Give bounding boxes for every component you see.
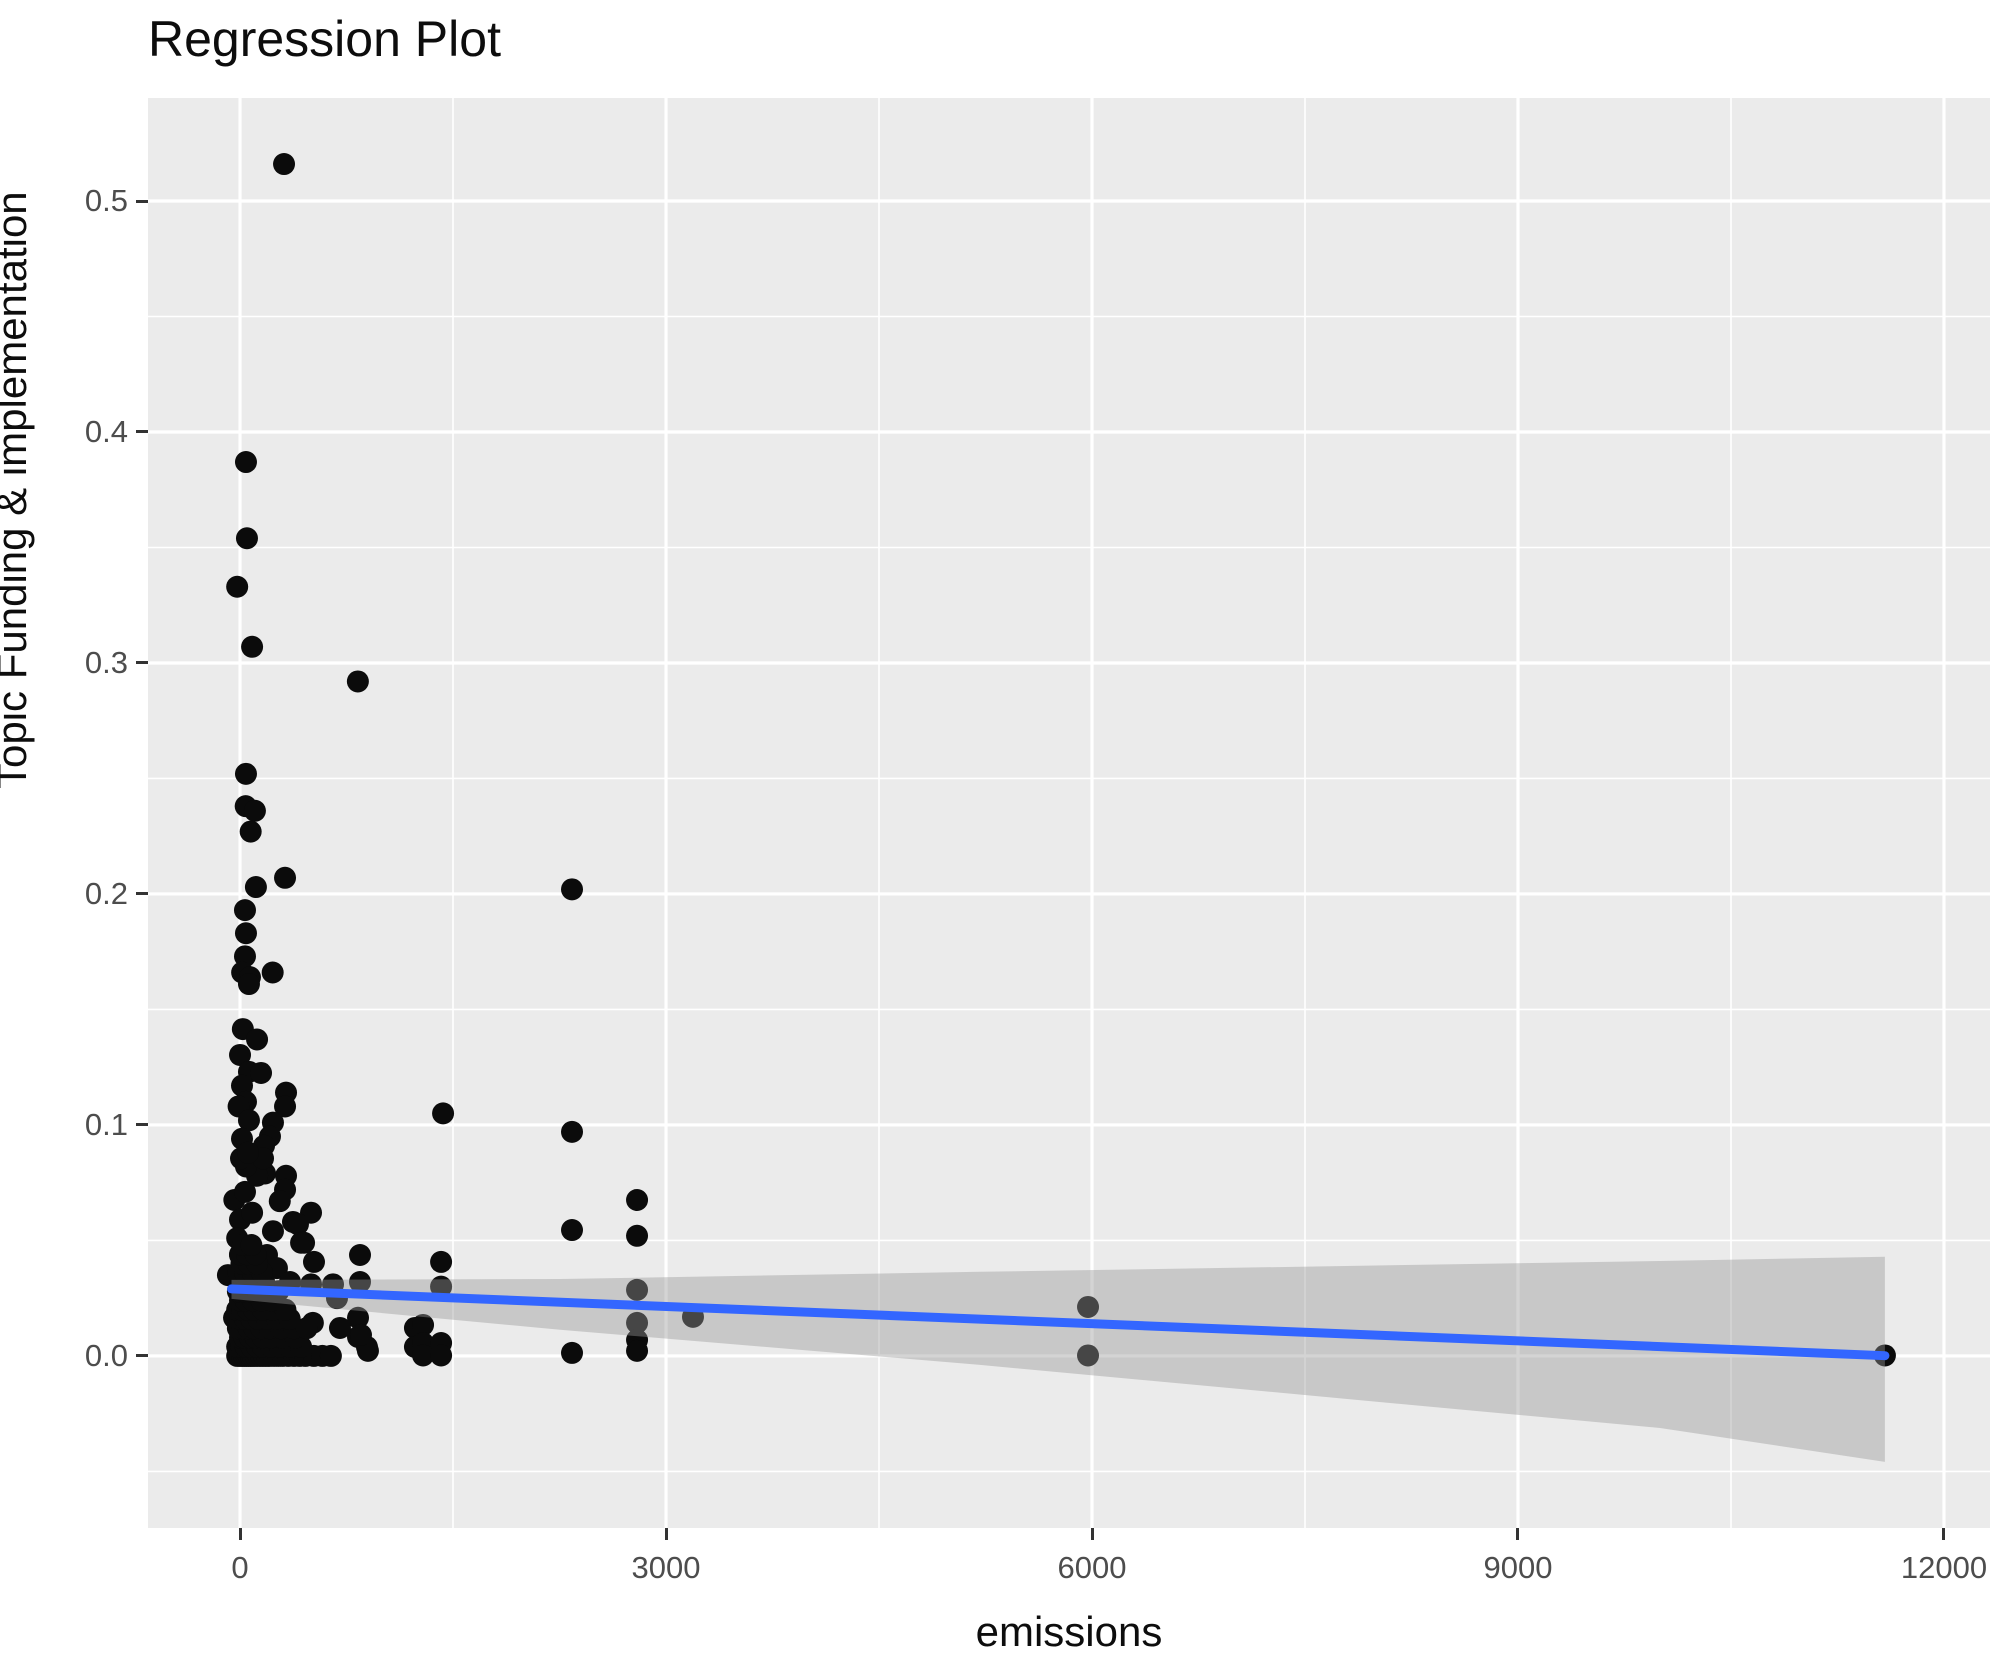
scatter-point: [293, 1231, 316, 1254]
scatter-point: [412, 1313, 435, 1336]
scatter-point: [349, 1271, 372, 1294]
scatter-point: [430, 1250, 453, 1273]
scatter-point: [240, 1234, 263, 1257]
scatter-point: [561, 1341, 584, 1364]
x-axis-title: emissions: [975, 1608, 1163, 1655]
scatter-point: [302, 1250, 325, 1273]
regression-line: [226, 1284, 1890, 1361]
scatter-point: [241, 1201, 264, 1224]
scatter-point: [561, 1120, 584, 1143]
x-tick-label: 12000: [1900, 1550, 1988, 1585]
y-tick-label: 0.4: [84, 413, 128, 449]
scatter-point: [236, 1141, 259, 1164]
scatter-point: [246, 1028, 269, 1051]
scatter-point: [235, 527, 258, 550]
scatter-point: [430, 1344, 453, 1367]
y-tick-label: 0.0: [84, 1337, 128, 1373]
scatter-point: [295, 1317, 318, 1340]
scatter-point: [430, 1275, 453, 1298]
x-tick-mark: [238, 1528, 242, 1540]
x-tick-mark: [1516, 1528, 1520, 1540]
scatter-point: [274, 866, 297, 889]
y-tick-mark: [136, 430, 148, 434]
scatter-point: [346, 670, 369, 693]
scatter-point: [626, 1278, 649, 1301]
scatter-point: [273, 153, 296, 176]
x-tick-label: 3000: [631, 1550, 701, 1585]
scatter-point: [239, 820, 262, 843]
scatter-point: [244, 876, 267, 899]
confidence-band: [231, 1256, 1885, 1462]
scatter-point: [328, 1316, 351, 1339]
scatter-point: [626, 1339, 649, 1362]
y-tick-mark: [136, 1123, 148, 1127]
y-tick-label: 0.5: [84, 183, 128, 219]
scatter-point: [234, 451, 257, 474]
scatter-point: [261, 1220, 284, 1243]
scatter-point: [626, 1189, 649, 1212]
scatter-point: [349, 1243, 372, 1266]
scatter-point: [237, 973, 260, 996]
y-tick-mark: [136, 199, 148, 203]
scatter-point: [274, 1095, 297, 1118]
scatter-point: [412, 1344, 435, 1367]
scatter-point: [250, 1061, 273, 1084]
scatter-point: [1077, 1295, 1100, 1318]
scatter-point: [229, 1043, 252, 1066]
scatter-point: [268, 1190, 291, 1213]
y-tick-mark: [136, 1354, 148, 1358]
x-tick-mark: [1942, 1528, 1946, 1540]
scatter-point: [243, 799, 266, 822]
y-tick-mark: [136, 892, 148, 896]
scatter-point: [561, 878, 584, 901]
scatter-point: [226, 575, 249, 598]
scatter-point: [234, 922, 257, 945]
y-tick-label: 0.1: [84, 1106, 128, 1142]
x-tick-label: 0: [231, 1550, 249, 1585]
scatter-point: [626, 1224, 649, 1247]
scatter-point: [319, 1344, 342, 1367]
y-tick-mark: [136, 661, 148, 665]
x-tick-label: 9000: [1483, 1550, 1553, 1585]
scatter-point: [347, 1306, 370, 1329]
y-tick-label: 0.3: [84, 644, 128, 680]
scatter-point: [233, 1180, 256, 1203]
scatter-point: [1077, 1344, 1100, 1367]
plot-title: Regression Plot: [148, 11, 501, 67]
scatter-point: [349, 1323, 372, 1346]
chart-canvas: [148, 98, 1990, 1528]
scatter-point: [237, 1109, 260, 1132]
scatter-point: [561, 1219, 584, 1242]
scatter-point: [626, 1311, 649, 1334]
scatter-point: [233, 899, 256, 922]
x-tick-mark: [1090, 1528, 1094, 1540]
y-axis-title: Topic Funding & implementation: [0, 191, 35, 789]
x-tick-mark: [664, 1528, 668, 1540]
x-tick-label: 6000: [1057, 1550, 1127, 1585]
scatter-point: [241, 635, 264, 658]
plot-panel: [148, 98, 1990, 1528]
scatter-point: [286, 1213, 309, 1236]
scatter-point: [261, 961, 284, 984]
y-tick-label: 0.2: [84, 875, 128, 911]
scatter-point: [234, 762, 257, 785]
scatter-point: [432, 1102, 455, 1125]
